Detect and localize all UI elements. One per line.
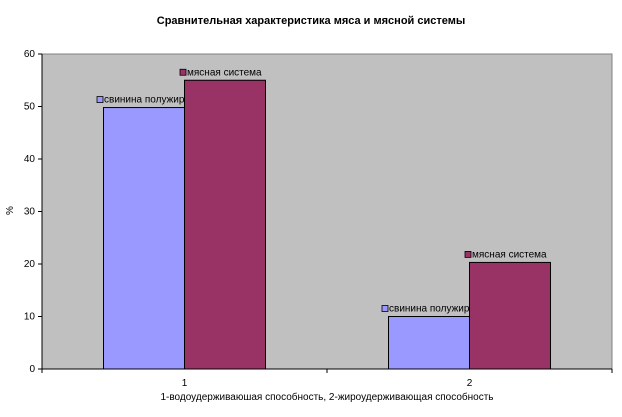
bar: [103, 107, 185, 370]
x-tick-label: 2: [467, 378, 473, 389]
data-label: мясная система: [472, 249, 547, 260]
chart-title: Сравнительная характеристика мяса и мясн…: [156, 15, 466, 27]
data-label-key: [381, 305, 389, 312]
y-tick-label: 30: [24, 207, 36, 218]
bar: [184, 79, 266, 370]
y-tick-label: 10: [24, 312, 36, 323]
data-label-key: [464, 251, 472, 258]
y-tick-label: 60: [24, 49, 36, 60]
data-label: свинина полужирная: [389, 304, 486, 315]
y-tick-label: 20: [24, 259, 36, 270]
x-axis-label: 1-водоудерживаюшая способность, 2-жироуд…: [160, 392, 494, 403]
bar: [469, 261, 551, 370]
data-label-key: [179, 68, 187, 76]
y-tick-label: 50: [24, 102, 36, 113]
y-tick-label: 40: [24, 154, 36, 165]
bar: [388, 316, 470, 370]
data-label: мясная система: [187, 67, 262, 78]
data-label-key: [96, 96, 104, 103]
data-label: свинина полужирная: [104, 95, 201, 106]
x-tick-label: 1: [182, 378, 188, 389]
y-tick-label: 0: [29, 364, 35, 375]
